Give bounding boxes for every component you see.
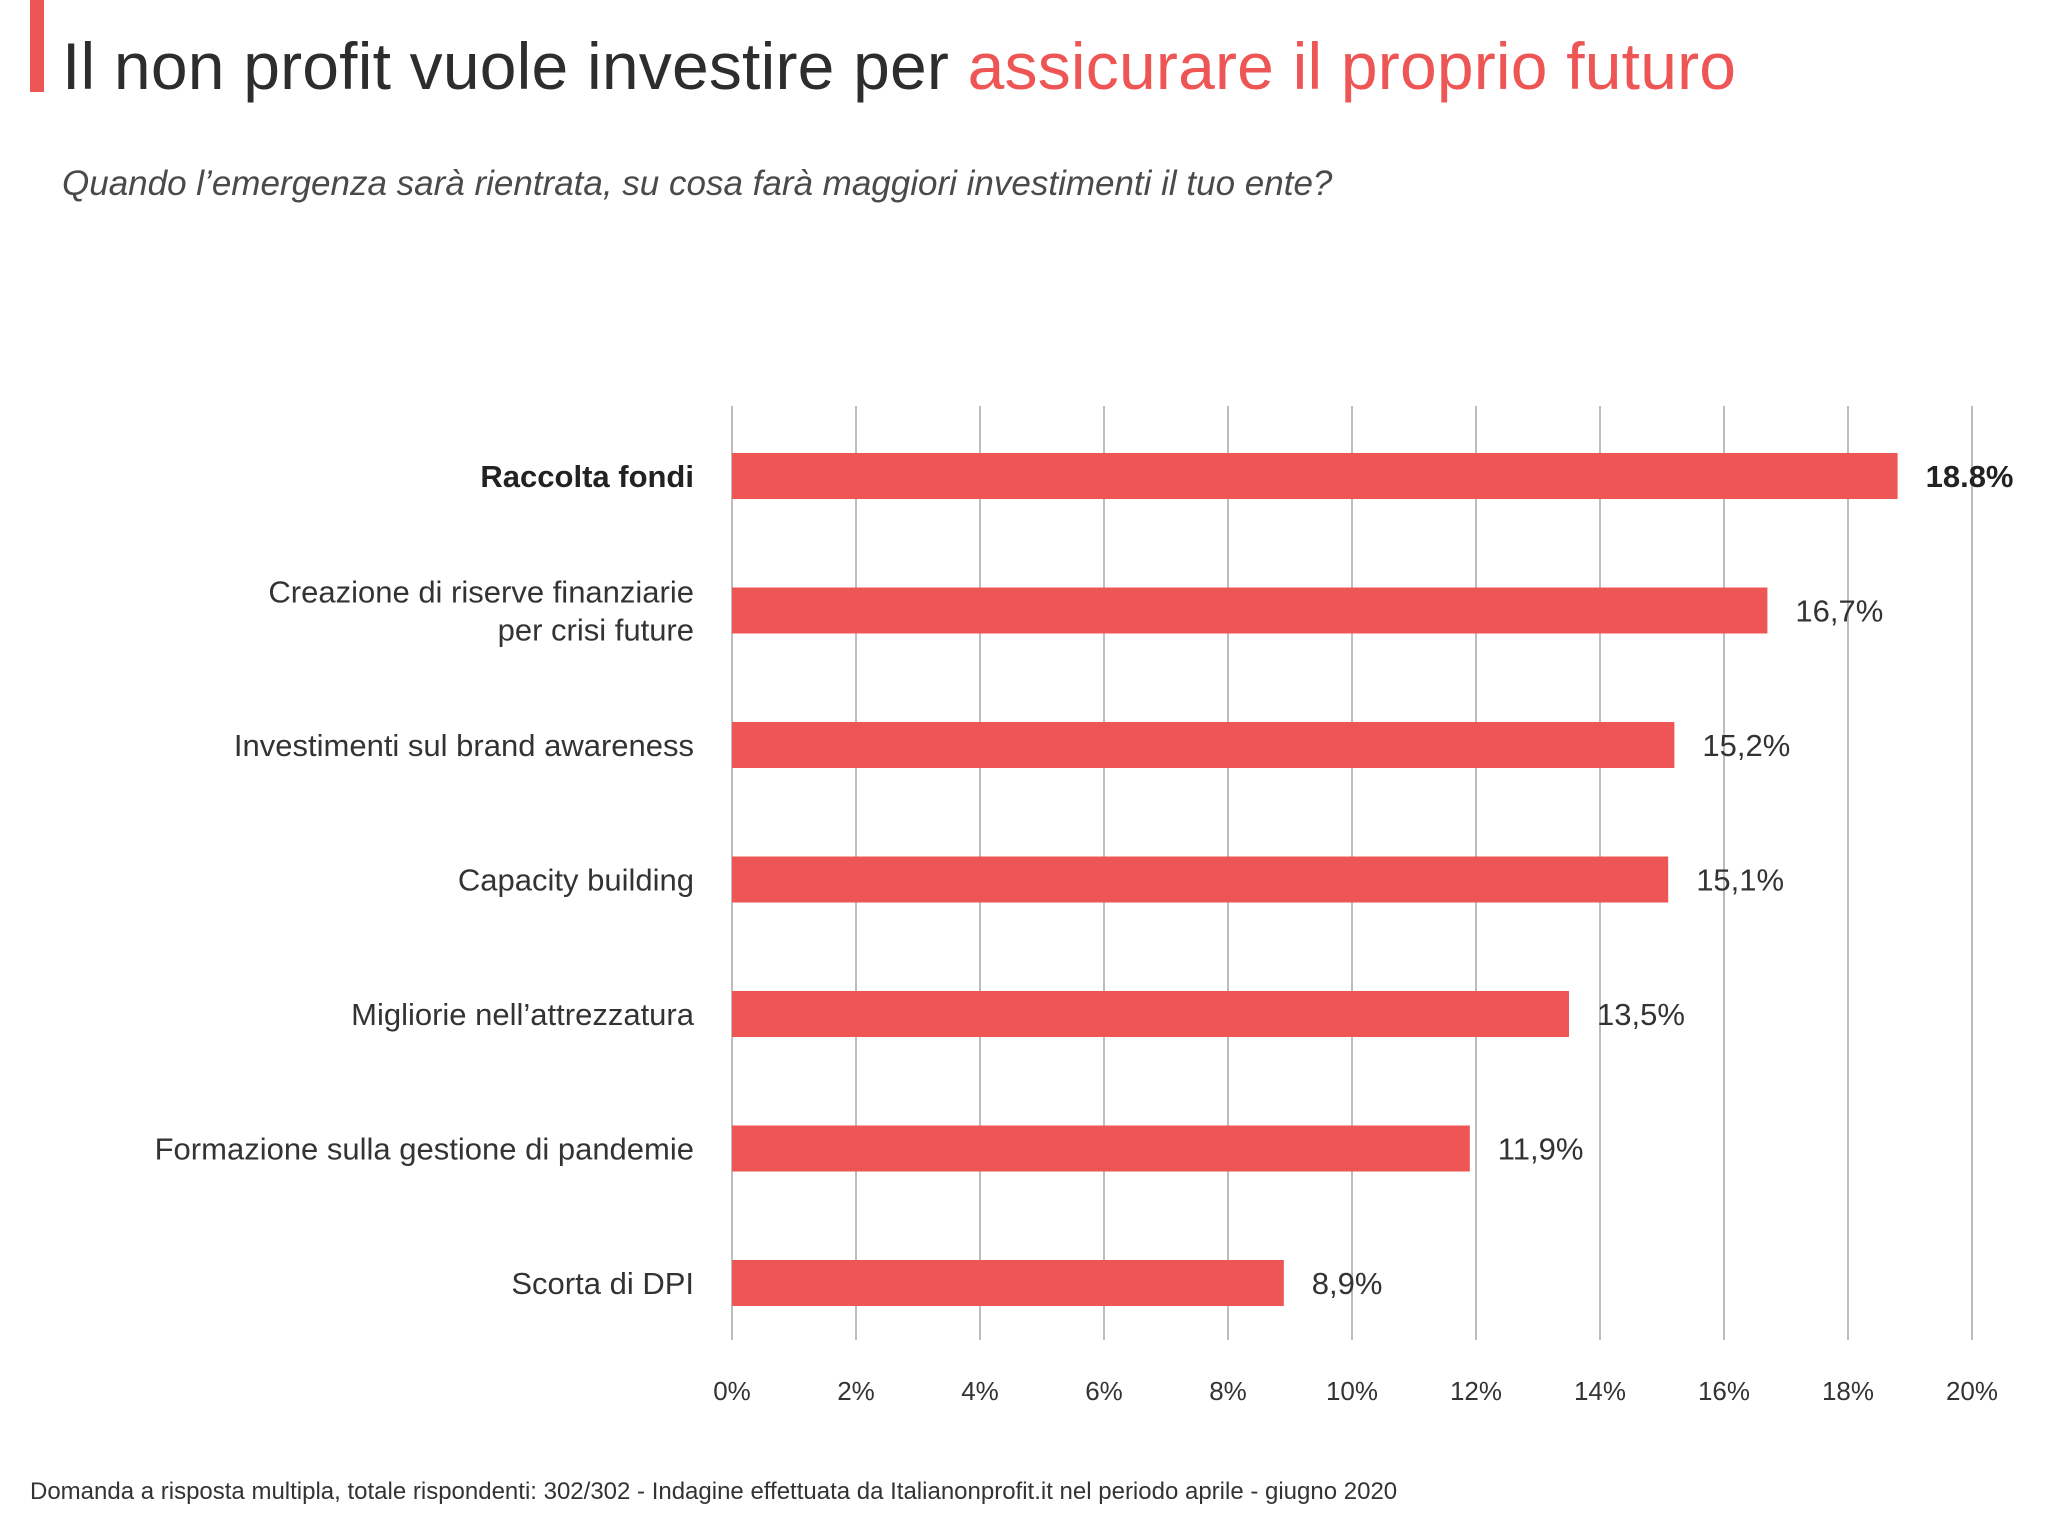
bar (732, 722, 1675, 768)
bar (732, 1125, 1470, 1172)
data-label: 8,9% (1312, 1266, 1383, 1301)
category-label-line: Investimenti sul brand awareness (234, 728, 694, 763)
x-tick-label: 16% (1698, 1376, 1750, 1406)
title-plain: Il non profit vuole investire per (62, 29, 968, 103)
x-tick-label: 4% (961, 1376, 999, 1406)
bar (732, 856, 1669, 903)
category-label: Scorta di DPI (511, 1266, 694, 1301)
x-tick-label: 18% (1822, 1376, 1874, 1406)
x-tick-label: 8% (1209, 1376, 1247, 1406)
x-tick-label: 2% (837, 1376, 875, 1406)
footnote: Domanda a risposta multipla, totale risp… (30, 1478, 1398, 1505)
category-label-line: Capacity building (458, 863, 694, 898)
data-label: 11,9% (1498, 1132, 1584, 1167)
category-label-line: Raccolta fondi (480, 459, 694, 494)
bar (732, 587, 1768, 634)
x-tick-label: 10% (1326, 1376, 1378, 1406)
data-label: 15,1% (1696, 863, 1784, 898)
data-label: 16,7% (1795, 594, 1883, 629)
title-accent-bar (30, 0, 44, 92)
x-tick-label: 14% (1574, 1376, 1626, 1406)
category-label: Capacity building (458, 863, 694, 898)
category-label-line: per crisi future (498, 613, 694, 648)
category-label: Migliorie nell’attrezzatura (351, 997, 695, 1032)
x-tick-label: 6% (1085, 1376, 1123, 1406)
data-label: 13,5% (1597, 997, 1685, 1032)
x-tick-label: 12% (1450, 1376, 1502, 1406)
category-label: Raccolta fondi (480, 459, 694, 494)
data-label: 18.8% (1926, 459, 2014, 494)
category-label: Investimenti sul brand awareness (234, 728, 694, 763)
category-label-line: Creazione di riserve finanziarie (268, 575, 694, 610)
x-tick-label: 0% (713, 1376, 751, 1406)
chart-subtitle: Quando l’emergenza sarà rientrata, su co… (62, 164, 1333, 203)
bar (732, 991, 1569, 1037)
category-label-line: Migliorie nell’attrezzatura (351, 997, 695, 1032)
page-title: Il non profit vuole investire per assicu… (62, 28, 1736, 104)
title-highlight: assicurare il proprio futuro (967, 29, 1737, 103)
x-tick-label: 20% (1946, 1376, 1998, 1406)
data-label: 15,2% (1702, 728, 1790, 763)
category-label: Creazione di riserve finanziarie per cris… (268, 575, 694, 648)
bar (732, 1260, 1284, 1306)
category-label: Formazione sulla gestione di pandemie (155, 1132, 694, 1167)
category-label-line: Scorta di DPI (511, 1266, 694, 1301)
bar (732, 453, 1898, 499)
category-label-line: Formazione sulla gestione di pandemie (155, 1132, 694, 1167)
